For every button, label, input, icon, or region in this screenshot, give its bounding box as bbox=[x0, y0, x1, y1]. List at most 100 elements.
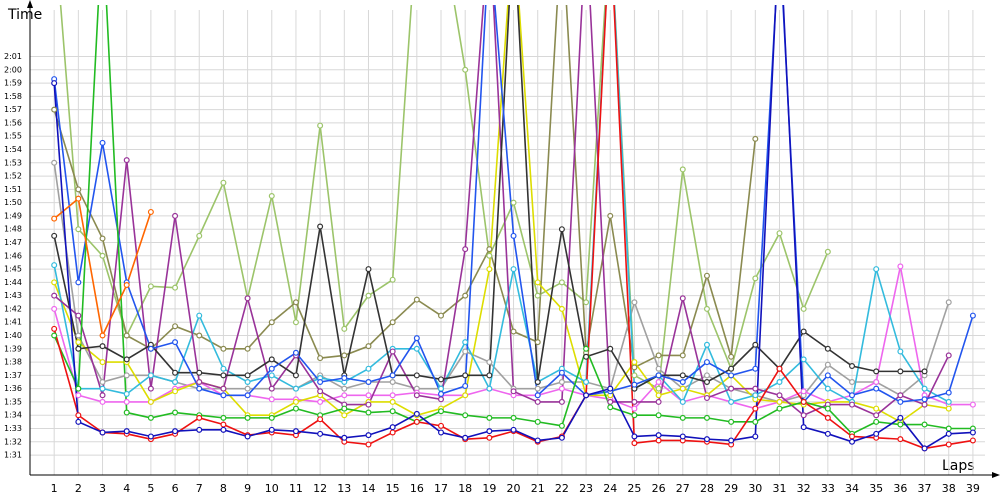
data-point bbox=[51, 305, 58, 312]
data-point bbox=[365, 292, 372, 299]
y-tick-label: 1:38 bbox=[4, 358, 22, 367]
data-point bbox=[897, 348, 904, 355]
data-point bbox=[123, 157, 130, 164]
data-point bbox=[341, 375, 348, 382]
data-point bbox=[631, 433, 638, 440]
data-point bbox=[75, 385, 82, 392]
data-point bbox=[558, 379, 565, 386]
y-tick-label: 1:53 bbox=[4, 158, 22, 167]
y-tick-label: 1:48 bbox=[4, 225, 22, 234]
data-point bbox=[292, 385, 299, 392]
data-point bbox=[558, 422, 565, 429]
data-point bbox=[292, 398, 299, 405]
data-point bbox=[244, 433, 251, 440]
data-point bbox=[220, 426, 227, 433]
x-tick-label: 17 bbox=[434, 482, 448, 495]
data-point bbox=[389, 392, 396, 399]
data-point bbox=[824, 385, 831, 392]
data-point bbox=[389, 424, 396, 431]
data-point bbox=[897, 392, 904, 399]
y-tick-label: 1:43 bbox=[4, 291, 22, 300]
x-axis-label: Laps bbox=[942, 458, 975, 474]
data-point bbox=[413, 335, 420, 342]
data-point bbox=[969, 312, 976, 319]
data-point bbox=[655, 412, 662, 419]
data-point bbox=[268, 365, 275, 372]
data-point bbox=[510, 328, 517, 335]
x-tick-label: 16 bbox=[410, 482, 424, 495]
data-point bbox=[341, 434, 348, 441]
data-point bbox=[486, 434, 493, 441]
data-point bbox=[413, 392, 420, 399]
data-point bbox=[462, 292, 469, 299]
data-point bbox=[341, 392, 348, 399]
data-point bbox=[51, 215, 58, 222]
x-tick-label: 3 bbox=[99, 482, 106, 495]
data-point bbox=[776, 365, 783, 372]
data-point bbox=[534, 392, 541, 399]
data-point bbox=[268, 396, 275, 403]
data-point bbox=[607, 404, 614, 411]
data-point bbox=[99, 385, 106, 392]
data-point bbox=[510, 266, 517, 273]
x-tick-label: 35 bbox=[869, 482, 883, 495]
data-point bbox=[220, 372, 227, 379]
y-tick-label: 2:01 bbox=[4, 52, 22, 61]
data-point bbox=[99, 332, 106, 339]
data-point bbox=[147, 414, 154, 421]
data-point bbox=[462, 412, 469, 419]
data-point bbox=[244, 345, 251, 352]
data-point bbox=[728, 365, 735, 372]
x-tick-label: 7 bbox=[196, 482, 203, 495]
data-point bbox=[800, 356, 807, 363]
data-point bbox=[631, 440, 638, 447]
data-point bbox=[123, 282, 130, 289]
data-point bbox=[534, 437, 541, 444]
data-point bbox=[679, 398, 686, 405]
y-tick-label: 1:45 bbox=[4, 265, 22, 274]
y-tick-label: 1:50 bbox=[4, 198, 22, 207]
data-point bbox=[462, 66, 469, 73]
data-point bbox=[123, 372, 130, 379]
data-point bbox=[268, 319, 275, 326]
y-tick-label: 1:47 bbox=[4, 238, 22, 247]
y-tick-label: 1:58 bbox=[4, 92, 22, 101]
data-point bbox=[292, 428, 299, 435]
data-point bbox=[655, 372, 662, 379]
data-point bbox=[462, 372, 469, 379]
data-point bbox=[244, 295, 251, 302]
data-point bbox=[534, 379, 541, 386]
data-point bbox=[558, 279, 565, 286]
data-point bbox=[196, 369, 203, 376]
data-point bbox=[752, 405, 759, 412]
data-point bbox=[413, 345, 420, 352]
data-point bbox=[824, 248, 831, 255]
data-point bbox=[172, 388, 179, 395]
data-point bbox=[172, 339, 179, 346]
data-point bbox=[244, 372, 251, 379]
data-point bbox=[873, 430, 880, 437]
data-point bbox=[703, 372, 710, 379]
data-point bbox=[534, 339, 541, 346]
data-point bbox=[945, 441, 952, 448]
data-point bbox=[244, 379, 251, 386]
data-point bbox=[921, 445, 928, 452]
data-point bbox=[365, 365, 372, 372]
data-point bbox=[849, 363, 856, 370]
data-point bbox=[75, 345, 82, 352]
data-point bbox=[607, 212, 614, 219]
data-point bbox=[317, 379, 324, 386]
data-point bbox=[51, 232, 58, 239]
data-point bbox=[292, 299, 299, 306]
data-point bbox=[486, 246, 493, 253]
data-point bbox=[220, 414, 227, 421]
data-point bbox=[752, 365, 759, 372]
data-point bbox=[824, 372, 831, 379]
data-point bbox=[679, 352, 686, 359]
x-tick-label: 32 bbox=[797, 482, 811, 495]
data-point bbox=[220, 345, 227, 352]
y-tick-label: 1:56 bbox=[4, 118, 22, 127]
data-point bbox=[510, 199, 517, 206]
data-point bbox=[703, 414, 710, 421]
x-tick-label: 31 bbox=[772, 482, 786, 495]
